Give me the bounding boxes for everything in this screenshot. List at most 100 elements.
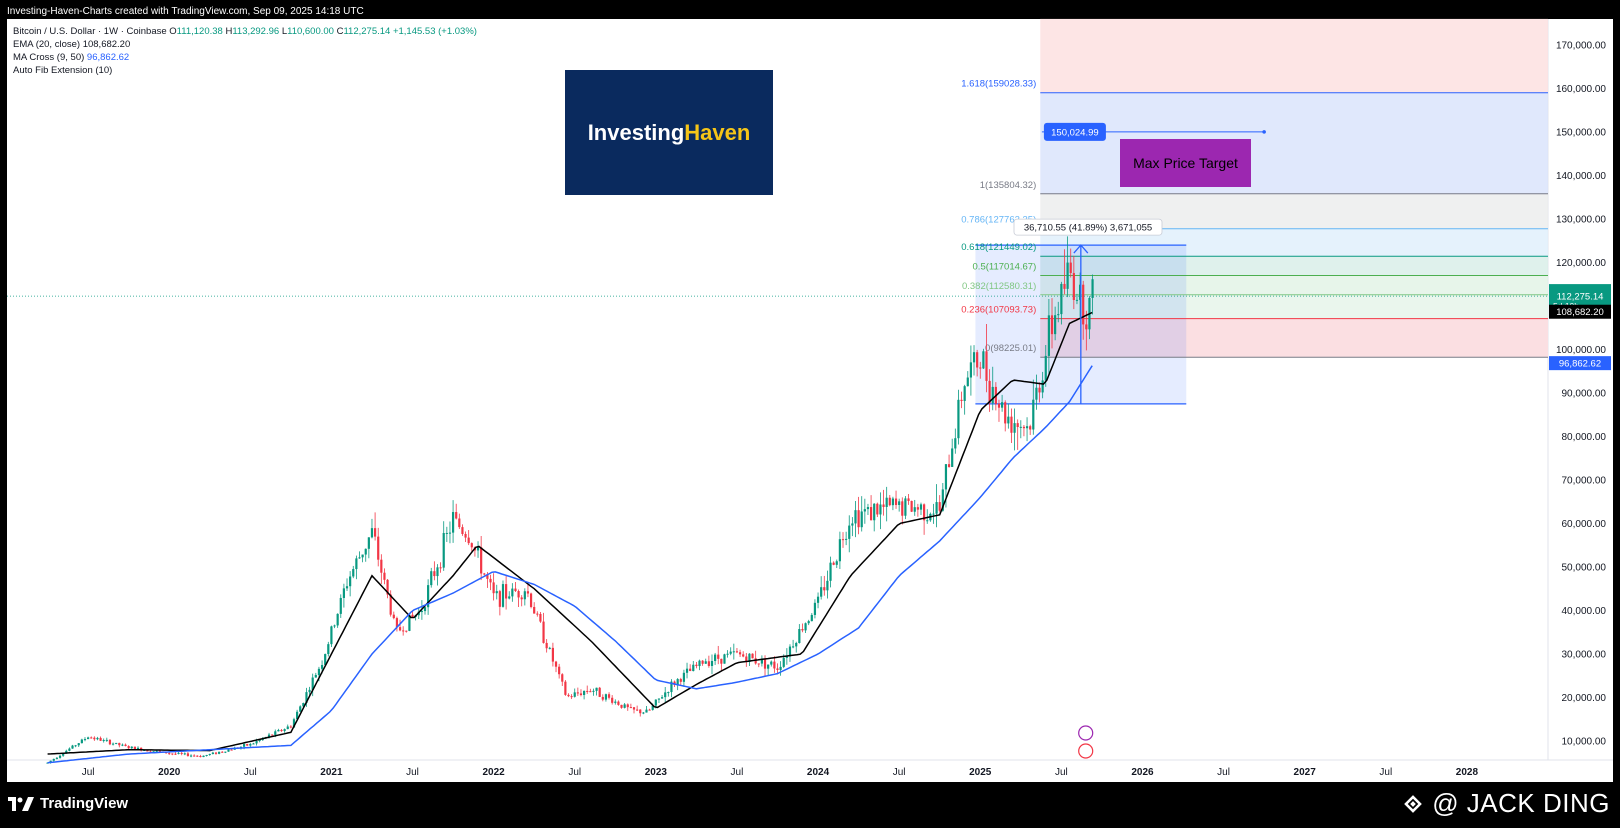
candle-body (639, 709, 642, 714)
candle-body (664, 692, 667, 698)
candle-body (486, 574, 489, 579)
candle-body (642, 712, 645, 714)
legend-ma-value: 96,862.62 (86, 52, 130, 63)
price-tick-label: 170,000.00 (1556, 41, 1606, 52)
candle-body (377, 536, 380, 560)
candles-layer (46, 236, 1094, 764)
candle-body (68, 748, 71, 751)
candle-body (470, 543, 473, 548)
candle-body (551, 647, 555, 662)
target-price-dot (1262, 130, 1266, 134)
indicator-lines-layer (47, 311, 1093, 764)
price-tick-label: 160,000.00 (1556, 84, 1606, 95)
candle-body (1004, 402, 1007, 424)
candle-body (52, 758, 55, 761)
event-lightning-icon (1078, 725, 1094, 741)
candle-body (252, 743, 255, 745)
candle-body (629, 707, 632, 709)
candle-body (62, 753, 65, 756)
candle-body (723, 654, 726, 664)
candle-body (130, 746, 133, 749)
candle-body (333, 625, 336, 627)
candle-body (289, 726, 292, 728)
time-axis[interactable]: Jul 2020 Jul 2021 Jul 2022 Jul 2023 Jul 2024 Jul 20… (82, 767, 1479, 778)
candle-body (536, 613, 539, 615)
candle-body (208, 753, 211, 755)
candle-body (570, 696, 573, 698)
ema-price-tag: 108,682.20 (1556, 307, 1604, 318)
candle-body (997, 403, 1001, 408)
candle-body (1010, 416, 1013, 433)
logo-word-investing: Investing (587, 119, 685, 145)
legend-ema-row[interactable]: EMA (20, close) 108,682.20 (13, 39, 130, 50)
time-tick-label: Jul (1379, 767, 1392, 778)
candle-body (1007, 416, 1010, 424)
time-tick-label: 2027 (1294, 767, 1317, 778)
candle-body (757, 663, 760, 665)
candle-body (1038, 387, 1041, 393)
candle-body (1047, 315, 1050, 356)
time-tick-label: 2026 (1131, 767, 1154, 778)
fib-level-label: 0.382(112580.31) (962, 281, 1036, 292)
candle-body (567, 694, 570, 697)
candle-body (966, 377, 969, 387)
target-price-label: 150,024.99 (1051, 127, 1099, 138)
candle-body (626, 704, 629, 708)
candle-body (738, 652, 742, 655)
candle-body (1091, 279, 1094, 299)
candle-body (891, 498, 895, 506)
candle-body (302, 703, 305, 707)
candle-body (763, 659, 767, 669)
legend-close: 112,275.14 (343, 26, 391, 37)
candle-body (841, 539, 845, 541)
candle-body (582, 690, 586, 695)
candle-body (514, 588, 517, 592)
candle-body (127, 746, 130, 749)
candle-body (74, 745, 77, 747)
candle-body (180, 752, 183, 754)
fib-level-label: 0.786(127762.35) (961, 215, 1036, 226)
legend-ma: MA Cross (9, 50) (13, 52, 85, 63)
candle-body (1041, 380, 1044, 393)
candle-body (932, 513, 935, 515)
legend-high: 113,292.96 (232, 26, 280, 37)
legend-ma-row[interactable]: MA Cross (9, 50) 96,862.62 (13, 52, 129, 63)
candle-body (517, 591, 520, 598)
fib-level-label: 0.5(117014.67) (973, 261, 1037, 272)
candle-body (227, 749, 230, 752)
candle-body (539, 614, 542, 622)
candle-body (105, 739, 108, 741)
candle-body (46, 762, 49, 764)
candle-body (982, 351, 985, 369)
candle-body (196, 755, 199, 757)
candle-body (935, 502, 938, 514)
candle-body (380, 559, 383, 573)
legend-fib-row[interactable]: Auto Fib Extension (10) (13, 65, 112, 76)
candle-body (957, 399, 960, 439)
candle-body (242, 744, 246, 747)
price-axis[interactable]: 10,000.00 20,000.00 30,000.00 40,000.00 50,0… (1556, 41, 1606, 748)
candle-body (598, 687, 601, 697)
candle-body (648, 709, 651, 711)
legend-symbol-row[interactable]: Bitcoin / U.S. Dollar · 1W · Coinbase O1… (13, 26, 477, 37)
candle-body (336, 613, 339, 626)
candle-body (586, 690, 589, 692)
candle-body (392, 614, 395, 619)
candle-body (355, 558, 358, 570)
candle-body (710, 660, 714, 666)
candle-body (501, 584, 505, 607)
candle-body (83, 739, 87, 741)
price-tick-label: 120,000.00 (1556, 258, 1606, 269)
candle-body (327, 644, 330, 655)
candle-body (286, 726, 289, 730)
ma-price-tag-bg (1549, 356, 1611, 371)
candle-body (785, 656, 788, 658)
candle-body (838, 539, 841, 562)
candle-body (689, 668, 692, 672)
tradingview-brand[interactable]: TradingView (8, 795, 128, 812)
candle-body (854, 510, 857, 524)
price-tick-label: 40,000.00 (1562, 606, 1607, 617)
candle-body (211, 752, 214, 754)
